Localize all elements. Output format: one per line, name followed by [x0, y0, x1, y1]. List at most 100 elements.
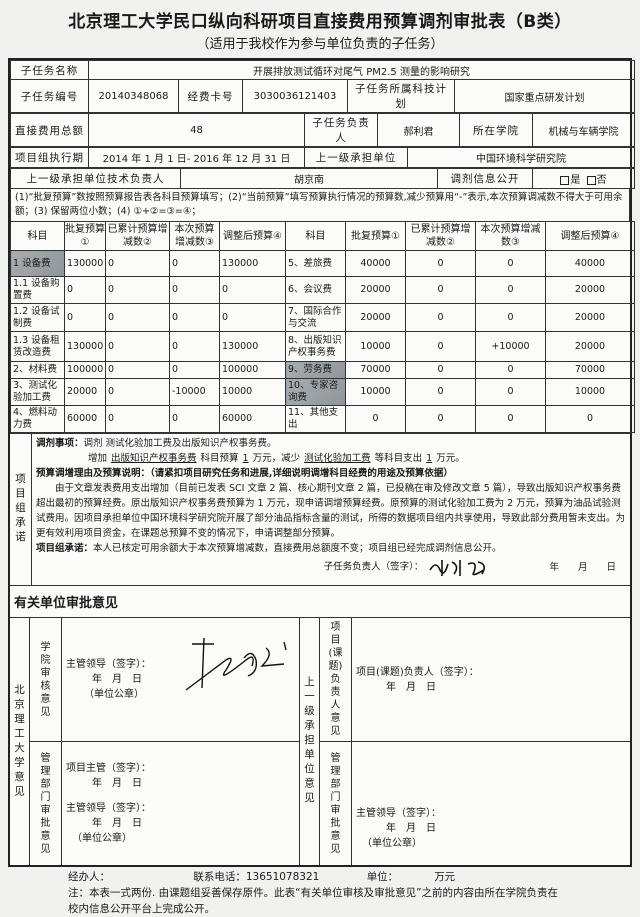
budget-right-current: 0: [475, 378, 546, 406]
budget-header-cell: 批复预算①: [345, 221, 406, 251]
budget-right-name: 11、其他支出: [285, 405, 346, 433]
budget-left-name: 1.3 设备租赁改造费: [10, 331, 65, 362]
budget-row: 4、燃料动力费 60000 0 0 60000 11、其他支出 0 0 0 0: [10, 405, 635, 433]
budget-row: 1 设备费 130000 0 0 130000 5、差旅费 40000 0 0 40000: [10, 250, 635, 277]
name-value: 开展排放测试循环对尾气 PM2.5 测量的影响研究: [87, 60, 636, 80]
budget-right-approved: 40000: [345, 250, 406, 277]
handler-label: 经办人：: [68, 871, 110, 883]
budget-right-adjusted: 40000: [545, 250, 635, 277]
budget-left-current: 0: [169, 303, 220, 332]
name-label: 子任务名称: [10, 60, 89, 80]
budget-left-cumulative: 0: [105, 405, 170, 433]
budget-left-adjusted: 60000: [219, 405, 286, 433]
promise-label: 项目组承诺：: [36, 543, 94, 554]
commitment-section: 项目组承诺 调剂事项：调剂 测试化验加工费及出版知识产权事务费。 增加 出版知识产…: [10, 433, 630, 585]
pi-sign-label: 项目(课题)负责人（签字）：: [356, 666, 479, 678]
approval-section: 北京理工大学意见 学院审核意见 主管领导（签字）： 年 月 日 （单位公章） 管…: [10, 617, 630, 865]
form-title: 北京理工大学民口纵向科研项目直接费用预算调剂审批表（B类）: [68, 12, 572, 32]
bit-opinion-label: 北京理工大学意见: [10, 618, 30, 865]
budget-right-adjusted: 70000: [545, 361, 635, 379]
budget-right-approved: 10000: [345, 331, 406, 362]
budget-left-approved: 60000: [64, 405, 106, 433]
upper-unit-label: 上一级承担单位: [304, 147, 408, 168]
budget-header-cell: 调整后预算④: [545, 221, 635, 251]
leader-label: 子任务负责人: [304, 113, 378, 147]
budget-left-cumulative: 0: [105, 378, 170, 406]
budget-left-current: -10000: [169, 378, 220, 406]
matter-text: 调剂 测试化验加工费及出版知识产权事务费。: [83, 438, 277, 449]
budget-left-name: 3、测试化验加工费: [10, 378, 65, 406]
footer: 经办人： 联系电话：13651078321 单位： 万元 注：本表一式两份. 由课…: [68, 869, 640, 917]
leader-value: 郝利君: [377, 113, 460, 147]
budget-left-adjusted: 130000: [219, 331, 286, 362]
budget-table: 科目 批复预算① 已累计预算增减数② 本次预算增减数③ 调整后预算④ 科目 批复预算① 已累计…: [10, 221, 635, 433]
budget-row: 2、材料费 100000 0 0 100000 9、劳务费 70000 0 0 70000: [10, 361, 635, 379]
info-table-3: 项目组执行期 2014 年 1 月 1 日- 2016 年 12 月 31 日 …: [10, 147, 635, 168]
matter-label: 调剂事项：: [36, 438, 84, 449]
college-value: 机械与车辆学院: [532, 113, 635, 147]
info-table: 子任务名称 开展排放测试循环对尾气 PM2.5 测量的影响研究 子任务编号 20…: [10, 60, 636, 113]
period-value: 2014 年 1 月 1 日- 2016 年 12 月 31 日: [88, 147, 305, 168]
budget-right-cumulative: 0: [405, 250, 476, 277]
budget-left-cumulative: 0: [105, 361, 170, 379]
budget-left-cumulative: 0: [105, 303, 170, 332]
mgmt-seal: （单位公章）: [72, 833, 132, 844]
budget-right-current: +10000: [475, 331, 546, 362]
college-sign-label: 主管领导（签字）：: [66, 659, 151, 670]
budget-right-cumulative: 0: [405, 331, 476, 362]
phone-value: 13651078321: [245, 871, 320, 883]
card-value: 3030036121403: [242, 79, 348, 113]
budget-left-name: 4、燃料动力费: [10, 405, 65, 433]
mgmt-date2: 年 月 日: [92, 818, 142, 829]
upper-unit-value: 中国环境科学研究院: [407, 147, 635, 168]
inc-mid: 科目预算: [200, 453, 239, 464]
budget-left-adjusted: 130000: [219, 250, 286, 277]
reason-text: 由于文章发表费用支出增加（目前已发表 SCI 文章 2 篇、核心期刊文章 2 篇…: [36, 483, 626, 539]
budget-left-cumulative: 0: [105, 331, 170, 362]
budget-right-cumulative: 0: [405, 405, 476, 433]
period-label: 项目组执行期: [10, 147, 89, 168]
budget-header-cell: 调整后预算④: [219, 221, 286, 251]
unit-label: 单位：: [366, 871, 399, 883]
budget-left-current: 0: [169, 331, 220, 362]
upper-tech-label: 上一级承担单位技术负责人: [10, 168, 181, 189]
budget-header-cell: 已累计预算增减数②: [405, 221, 476, 251]
budget-right-cumulative: 0: [405, 276, 476, 304]
mgmt-review-label: 管理部门审批意见: [30, 742, 62, 865]
no-checkbox[interactable]: [586, 175, 596, 185]
budget-header-cell: 本次预算增减数③: [169, 221, 220, 251]
budget-header-cell: 已累计预算增减数②: [105, 221, 170, 251]
upper-mgmt-label: 管理部门审批意见: [320, 742, 352, 865]
budget-left-approved: 0: [64, 303, 106, 332]
inc-unit: 万元，减少: [252, 453, 301, 464]
number-label: 子任务编号: [10, 79, 89, 113]
budget-left-current: 0: [169, 250, 220, 277]
budget-row: 1.1 设备购置费 0 0 0 0 6、会议费 20000 0 0 20000: [10, 276, 635, 304]
budget-left-name: 1.1 设备购置费: [10, 276, 65, 304]
college-date: 年 月 日: [92, 674, 142, 685]
promise-text: 本人已核定可用余额大于本次预算增减数，直接费用总额度不变；项目组已经完成调剂信息…: [93, 543, 502, 554]
public-label: 调剂信息公开: [437, 168, 533, 189]
budget-left-approved: 0: [64, 276, 106, 304]
budget-left-cumulative: 0: [105, 276, 170, 304]
mgmt-sign1-label: 项目主管（签字）：: [66, 763, 151, 774]
budget-right-adjusted: 10000: [545, 378, 635, 406]
budget-right-name: 8、出版知识产权事务费: [285, 331, 346, 362]
inc-amount: 1: [242, 453, 249, 464]
budget-right-current: 0: [475, 405, 546, 433]
mgmt-date1: 年 月 日: [92, 778, 142, 789]
yes-checkbox[interactable]: [560, 175, 570, 185]
budget-right-name: 9、劳务费: [285, 361, 346, 379]
budget-right-adjusted: 0: [545, 405, 635, 433]
form-subtitle: （适用于我校作为参与单位负责的子任务）: [196, 37, 444, 52]
commitment-label: 项目组承诺: [10, 434, 32, 585]
number-value: 20140348068: [88, 79, 179, 113]
budget-row: 3、测试化验加工费 20000 0 -10000 10000 10、专家咨询费 10000 0…: [10, 378, 635, 406]
sign-date: 年 月 日: [549, 561, 616, 573]
dec-amount: 1: [426, 453, 433, 464]
budget-row: 1.2 设备试制费 0 0 0 0 7、国际合作与交流 20000 0 0 20000: [10, 303, 635, 332]
budget-right-current: 0: [475, 276, 546, 304]
phone-label: 联系电话：: [193, 871, 246, 883]
upper-mgmt-sign-label: 主管领导（签字）：: [356, 808, 441, 819]
budget-row: 1.3 设备租赁改造费 130000 0 0 130000 8、出版知识产权事务费 1000…: [10, 331, 635, 362]
